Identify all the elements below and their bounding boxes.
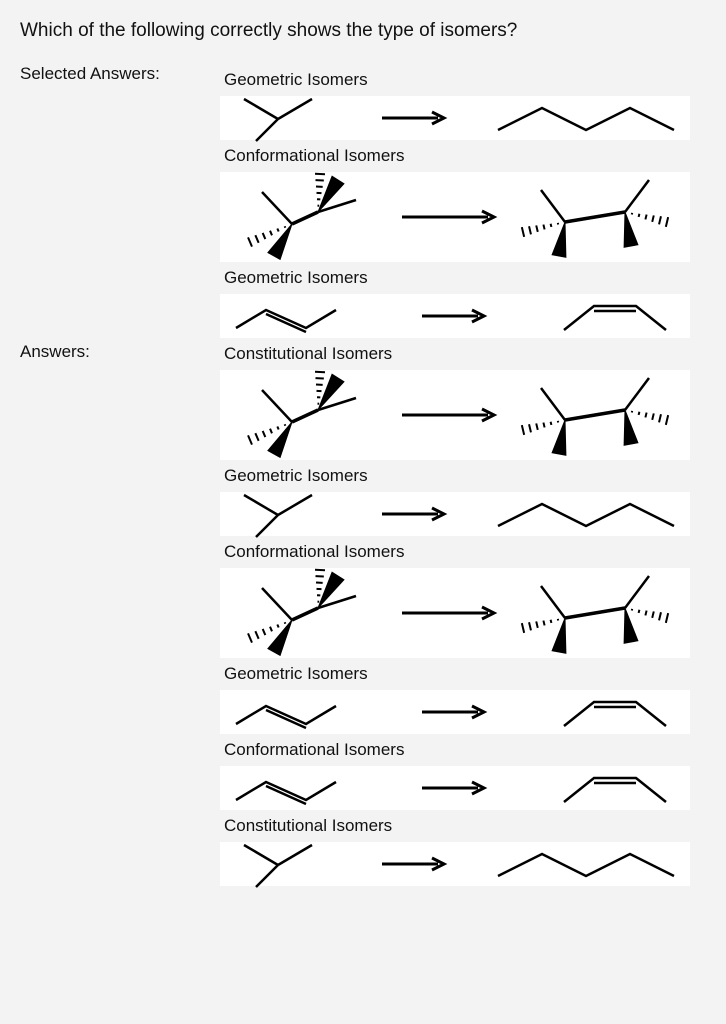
option-label: Conformational Isomers — [224, 146, 706, 166]
option-diagram — [220, 568, 690, 658]
option-diagram — [220, 172, 690, 262]
arrow-icon — [400, 207, 500, 227]
molecule-left — [230, 839, 340, 889]
arrow-icon — [420, 778, 490, 798]
molecule-right — [490, 492, 680, 536]
molecule-left — [230, 768, 360, 808]
arrow-icon — [420, 702, 490, 722]
option-diagram — [220, 370, 690, 460]
molecule-right — [550, 296, 680, 336]
molecule-right — [510, 568, 680, 658]
option-label: Constitutional Isomers — [224, 344, 706, 364]
selected-answers-column: Geometric Isomers Conformational Isomers… — [220, 64, 706, 338]
arrow-icon — [400, 603, 500, 623]
arrow-icon — [380, 504, 450, 524]
arrow-icon — [380, 108, 450, 128]
arrow-icon — [400, 405, 500, 425]
molecule-right — [490, 842, 680, 886]
option-label: Conformational Isomers — [224, 740, 706, 760]
option-diagram — [220, 766, 690, 810]
question-text: Which of the following correctly shows t… — [20, 20, 706, 42]
molecule-right — [550, 768, 680, 808]
molecule-left — [230, 489, 340, 539]
content-grid: Selected Answers: Geometric Isomers Conf… — [20, 64, 706, 886]
molecule-left — [230, 370, 390, 460]
option-diagram — [220, 294, 690, 338]
option-diagram — [220, 842, 690, 886]
molecule-right — [490, 96, 680, 140]
answers-label: Answers: — [20, 342, 210, 886]
molecule-left — [230, 568, 390, 658]
molecule-right — [510, 370, 680, 460]
molecule-left — [230, 93, 340, 143]
option-diagram — [220, 690, 690, 734]
option-diagram — [220, 96, 690, 140]
molecule-right — [510, 172, 680, 262]
molecule-left — [230, 692, 360, 732]
option-label: Geometric Isomers — [224, 466, 706, 486]
arrow-icon — [380, 854, 450, 874]
option-label: Geometric Isomers — [224, 70, 706, 90]
option-label: Conformational Isomers — [224, 542, 706, 562]
molecule-left — [230, 172, 390, 262]
option-label: Constitutional Isomers — [224, 816, 706, 836]
molecule-left — [230, 296, 360, 336]
option-label: Geometric Isomers — [224, 664, 706, 684]
selected-answers-label: Selected Answers: — [20, 64, 210, 338]
arrow-icon — [420, 306, 490, 326]
molecule-right — [550, 692, 680, 732]
option-label: Geometric Isomers — [224, 268, 706, 288]
all-answers-column: Constitutional Isomers Geometric Isomers… — [220, 338, 706, 886]
option-diagram — [220, 492, 690, 536]
